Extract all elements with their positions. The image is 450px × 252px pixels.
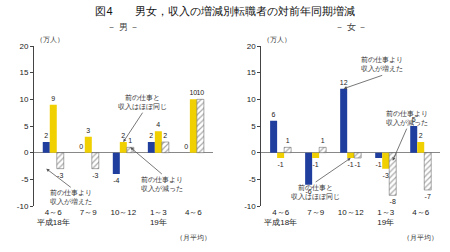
svg-text:1～319年: 1～319年: [150, 208, 167, 227]
svg-text:-1: -1: [376, 161, 382, 168]
svg-text:前の仕事より収入が減った: 前の仕事より収入が減った: [386, 110, 428, 127]
svg-text:-3: -3: [57, 172, 63, 179]
svg-text:-6: -6: [305, 188, 311, 195]
svg-text:-1: -1: [312, 161, 318, 168]
svg-text:0: 0: [184, 143, 188, 150]
svg-text:-10: -10: [244, 202, 256, 211]
svg-text:-7: -7: [425, 193, 431, 200]
svg-text:前の仕事と収入はほぼ同じ: 前の仕事と収入はほぼ同じ: [118, 94, 167, 111]
svg-text:0: 0: [24, 148, 29, 157]
svg-text:10: 10: [247, 95, 256, 104]
svg-text:（月平均）: （月平均）: [403, 234, 438, 242]
svg-text:-1: -1: [355, 161, 361, 168]
svg-text:前の仕事より収入が増えた: 前の仕事より収入が増えた: [361, 56, 403, 73]
svg-text:2: 2: [149, 132, 153, 139]
svg-text:前の仕事より収入が減った: 前の仕事より収入が減った: [141, 176, 183, 193]
svg-text:20: 20: [247, 42, 256, 51]
svg-text:-8: -8: [390, 198, 396, 205]
svg-text:12: 12: [340, 79, 348, 86]
svg-text:4～6平成18年: 4～6平成18年: [37, 208, 70, 227]
svg-text:10～12: 10～12: [338, 208, 364, 217]
svg-text:5: 5: [251, 122, 256, 131]
svg-text:2: 2: [44, 132, 48, 139]
svg-text:-10: -10: [17, 202, 29, 211]
svg-text:6: 6: [272, 111, 276, 118]
svg-text:3: 3: [86, 127, 90, 134]
svg-text:10～12: 10～12: [110, 208, 136, 217]
svg-text:前の仕事より収入が増えた: 前の仕事より収入が増えた: [50, 189, 92, 206]
svg-text:15: 15: [247, 68, 256, 77]
svg-text:5: 5: [24, 122, 29, 131]
svg-text:-1: -1: [277, 161, 283, 168]
svg-text:4～6: 4～6: [412, 208, 429, 217]
svg-text:2: 2: [163, 132, 167, 139]
svg-text:2: 2: [121, 132, 125, 139]
svg-text:前の仕事と収入はほぼ同じ: 前の仕事と収入はほぼ同じ: [291, 184, 340, 201]
svg-text:1～319年: 1～319年: [377, 208, 394, 227]
svg-text:（月平均）: （月平均）: [176, 234, 211, 242]
svg-text:5: 5: [412, 116, 416, 123]
svg-text:－ 女 －: － 女 －: [335, 22, 367, 32]
svg-text:-5: -5: [249, 175, 257, 184]
svg-text:-3: -3: [92, 172, 98, 179]
svg-text:10: 10: [19, 95, 28, 104]
svg-text:0: 0: [79, 143, 83, 150]
svg-text:（万人）: （万人）: [36, 36, 64, 44]
svg-text:－ 男 －: － 男 －: [107, 22, 139, 32]
svg-text:2: 2: [419, 132, 423, 139]
svg-text:1: 1: [286, 137, 290, 144]
svg-text:15: 15: [19, 68, 28, 77]
svg-text:（万人）: （万人）: [263, 36, 291, 44]
svg-text:1: 1: [321, 137, 325, 144]
svg-text:4: 4: [156, 121, 160, 128]
svg-text:-5: -5: [21, 175, 29, 184]
svg-text:7～9: 7～9: [307, 208, 324, 217]
svg-text:1: 1: [128, 137, 132, 144]
svg-text:9: 9: [51, 95, 55, 102]
svg-text:-4: -4: [113, 177, 119, 184]
svg-text:図4 男女，収入の増減別転職者の対前年同期増減: 図4 男女，収入の増減別転職者の対前年同期増減: [95, 5, 354, 17]
svg-text:20: 20: [19, 42, 28, 51]
svg-text:10: 10: [196, 89, 204, 96]
svg-text:4～6: 4～6: [185, 208, 202, 217]
svg-text:7～9: 7～9: [80, 208, 97, 217]
svg-text:0: 0: [251, 148, 256, 157]
svg-text:10: 10: [189, 89, 197, 96]
svg-text:4～6平成18年: 4～6平成18年: [264, 208, 297, 227]
svg-text:-3: -3: [383, 172, 389, 179]
svg-text:-1: -1: [348, 161, 354, 168]
